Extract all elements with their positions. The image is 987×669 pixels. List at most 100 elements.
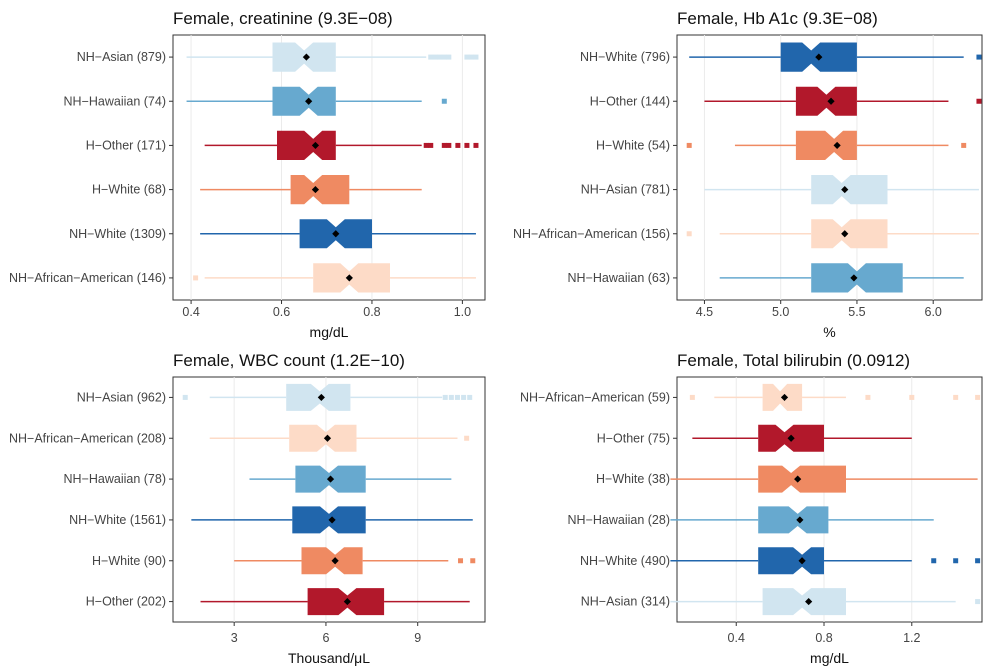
x-tick-label: 6.0 (925, 305, 942, 319)
box-group: H−Other (144) (590, 86, 982, 116)
y-category-label: H−Other (171) (86, 138, 166, 152)
mean-marker (827, 97, 835, 105)
x-tick-label: 3 (231, 631, 238, 645)
mean-marker (805, 597, 813, 606)
outlier-point (468, 54, 474, 60)
panel-title: Female, WBC count (1.2E−10) (173, 351, 405, 370)
mean-marker (798, 557, 806, 565)
y-category-label: H−Other (75) (597, 431, 670, 445)
box-group: NH−Asian (781) (581, 175, 979, 205)
mean-marker (323, 434, 332, 442)
outlier-point (423, 142, 429, 148)
mean-marker (815, 53, 823, 61)
box-group: NH−African−American (156) (513, 219, 979, 249)
panel-title: Female, Total bilirubin (0.0912) (677, 351, 910, 370)
y-category-label: NH−White (1309) (69, 227, 166, 241)
outlier-point (448, 394, 454, 400)
outlier-point (975, 558, 981, 564)
outlier-point (458, 558, 464, 564)
mean-marker (311, 185, 320, 194)
box-body (795, 130, 857, 160)
panel-1: 0.4 0.6 0.8 1.0 Female, creatinine (9.3E−08)… (9, 9, 486, 340)
y-category-label: NH−African−American (208) (9, 431, 166, 445)
outlier-point (193, 275, 199, 281)
box-group: H−Other (202) (86, 588, 470, 616)
box-group: NH−White (1561) (69, 506, 473, 534)
outlier-point (428, 142, 434, 148)
box-body (758, 506, 829, 534)
mean-marker (787, 434, 795, 442)
box-body (762, 588, 846, 616)
outlier-point (428, 54, 434, 60)
box-group: H−Other (171) (86, 130, 479, 160)
panel-title: Female, Hb A1c (9.3E−08) (677, 9, 878, 28)
box-group: NH−White (796) (580, 42, 982, 72)
x-tick-label: 0.4 (182, 305, 199, 319)
x-axis-label: Thousand/μL (288, 650, 370, 666)
outlier-point (437, 54, 443, 60)
x-tick-label: 9 (414, 631, 421, 645)
y-category-label: NH−Hawaiian (63) (568, 271, 670, 285)
y-category-label: NH−Hawaiian (74) (64, 94, 166, 108)
outlier-point (464, 435, 470, 441)
mean-marker (328, 516, 336, 524)
x-tick-label: 5.0 (772, 305, 789, 319)
mean-marker (833, 141, 841, 150)
outlier-point (865, 394, 871, 400)
x-tick-label: 6 (322, 631, 329, 645)
box-group: H−White (90) (92, 547, 476, 575)
mean-marker (302, 53, 310, 61)
mean-marker (850, 274, 858, 282)
mean-marker (305, 97, 313, 105)
box-body (811, 175, 888, 205)
outlier-point (689, 394, 695, 400)
y-category-label: NH−African−American (156) (513, 227, 670, 241)
y-category-label: NH−Asian (879) (77, 50, 166, 64)
outlier-point (470, 558, 476, 564)
box-group: NH−Hawaiian (74) (64, 86, 447, 116)
x-tick-label: 0.8 (363, 305, 380, 319)
y-category-label: NH−Asian (962) (77, 390, 166, 404)
outlier-point (975, 599, 981, 605)
box-body (272, 86, 336, 116)
box-group: NH−African−American (146) (9, 263, 476, 293)
box-group: H−Other (75) (597, 424, 912, 452)
outlier-point (953, 558, 959, 564)
outlier-point (961, 142, 967, 148)
x-axis-label: mg/dL (310, 324, 349, 340)
outlier-point (455, 142, 461, 148)
box-group: NH−Asian (962) (77, 383, 473, 411)
outlier-point (931, 558, 937, 564)
mean-marker (343, 597, 351, 606)
box-group: NH−Hawaiian (63) (568, 263, 964, 293)
y-category-label: H−Other (144) (590, 94, 670, 108)
y-category-label: NH−White (1561) (69, 513, 166, 527)
y-category-label: H−Other (202) (86, 595, 166, 609)
mean-marker (317, 393, 325, 402)
outlier-point (182, 394, 188, 400)
mean-marker (794, 475, 802, 483)
y-category-label: H−White (68) (92, 183, 166, 197)
y-category-label: H−White (54) (596, 138, 670, 152)
outlier-point (454, 394, 460, 400)
box-body (290, 175, 350, 205)
mean-marker (311, 141, 320, 150)
y-category-label: H−White (90) (92, 554, 166, 568)
x-tick-label: 1.2 (903, 631, 920, 645)
outlier-point (464, 142, 470, 148)
y-category-label: NH−Asian (314) (581, 595, 670, 609)
outlier-point (473, 142, 479, 148)
box-group: NH−Asian (879) (77, 42, 479, 72)
box-group: NH−African−American (208) (9, 424, 470, 452)
y-category-label: NH−African−American (59) (520, 390, 670, 404)
outlier-point (976, 98, 982, 104)
y-category-label: NH−White (796) (580, 50, 670, 64)
box-group: NH−Asian (314) (581, 588, 981, 616)
outlier-point (446, 54, 452, 60)
panel-border (676, 34, 983, 301)
outlier-point (442, 394, 448, 400)
panel-border (676, 376, 983, 623)
y-category-label: NH−Asian (781) (581, 183, 670, 197)
